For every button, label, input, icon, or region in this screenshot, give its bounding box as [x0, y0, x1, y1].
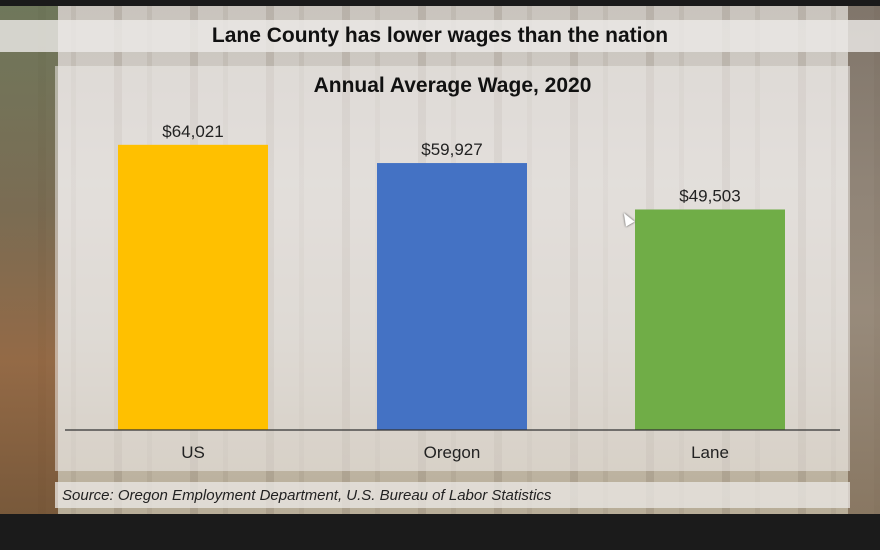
bar-chart: $64,021 US $59,927 Oregon $49,503 Lane: [65, 122, 840, 462]
x-tick-label-us: US: [181, 443, 205, 462]
x-tick-label-oregon: Oregon: [424, 443, 481, 462]
slide-background: Lane County has lower wages than the nat…: [0, 6, 880, 514]
x-tick-label-lane: Lane: [691, 443, 729, 462]
bottom-strip: [0, 514, 880, 550]
forest-edge-left: [0, 6, 58, 514]
data-label-oregon: $59,927: [421, 140, 482, 159]
bar-oregon: [377, 163, 527, 430]
source-note: Source: Oregon Employment Department, U.…: [62, 486, 552, 504]
data-label-us: $64,021: [162, 122, 223, 141]
forest-edge-right: [848, 6, 880, 514]
slide-title: Lane County has lower wages than the nat…: [211, 24, 669, 47]
data-label-lane: $49,503: [679, 186, 740, 205]
slide-title-bar: Lane County has lower wages than the nat…: [0, 20, 880, 52]
bar-lane: [635, 209, 785, 430]
chart-title: Annual Average Wage, 2020: [313, 74, 592, 97]
source-bar: Source: Oregon Employment Department, U.…: [55, 482, 850, 508]
bar-us: [118, 144, 268, 430]
